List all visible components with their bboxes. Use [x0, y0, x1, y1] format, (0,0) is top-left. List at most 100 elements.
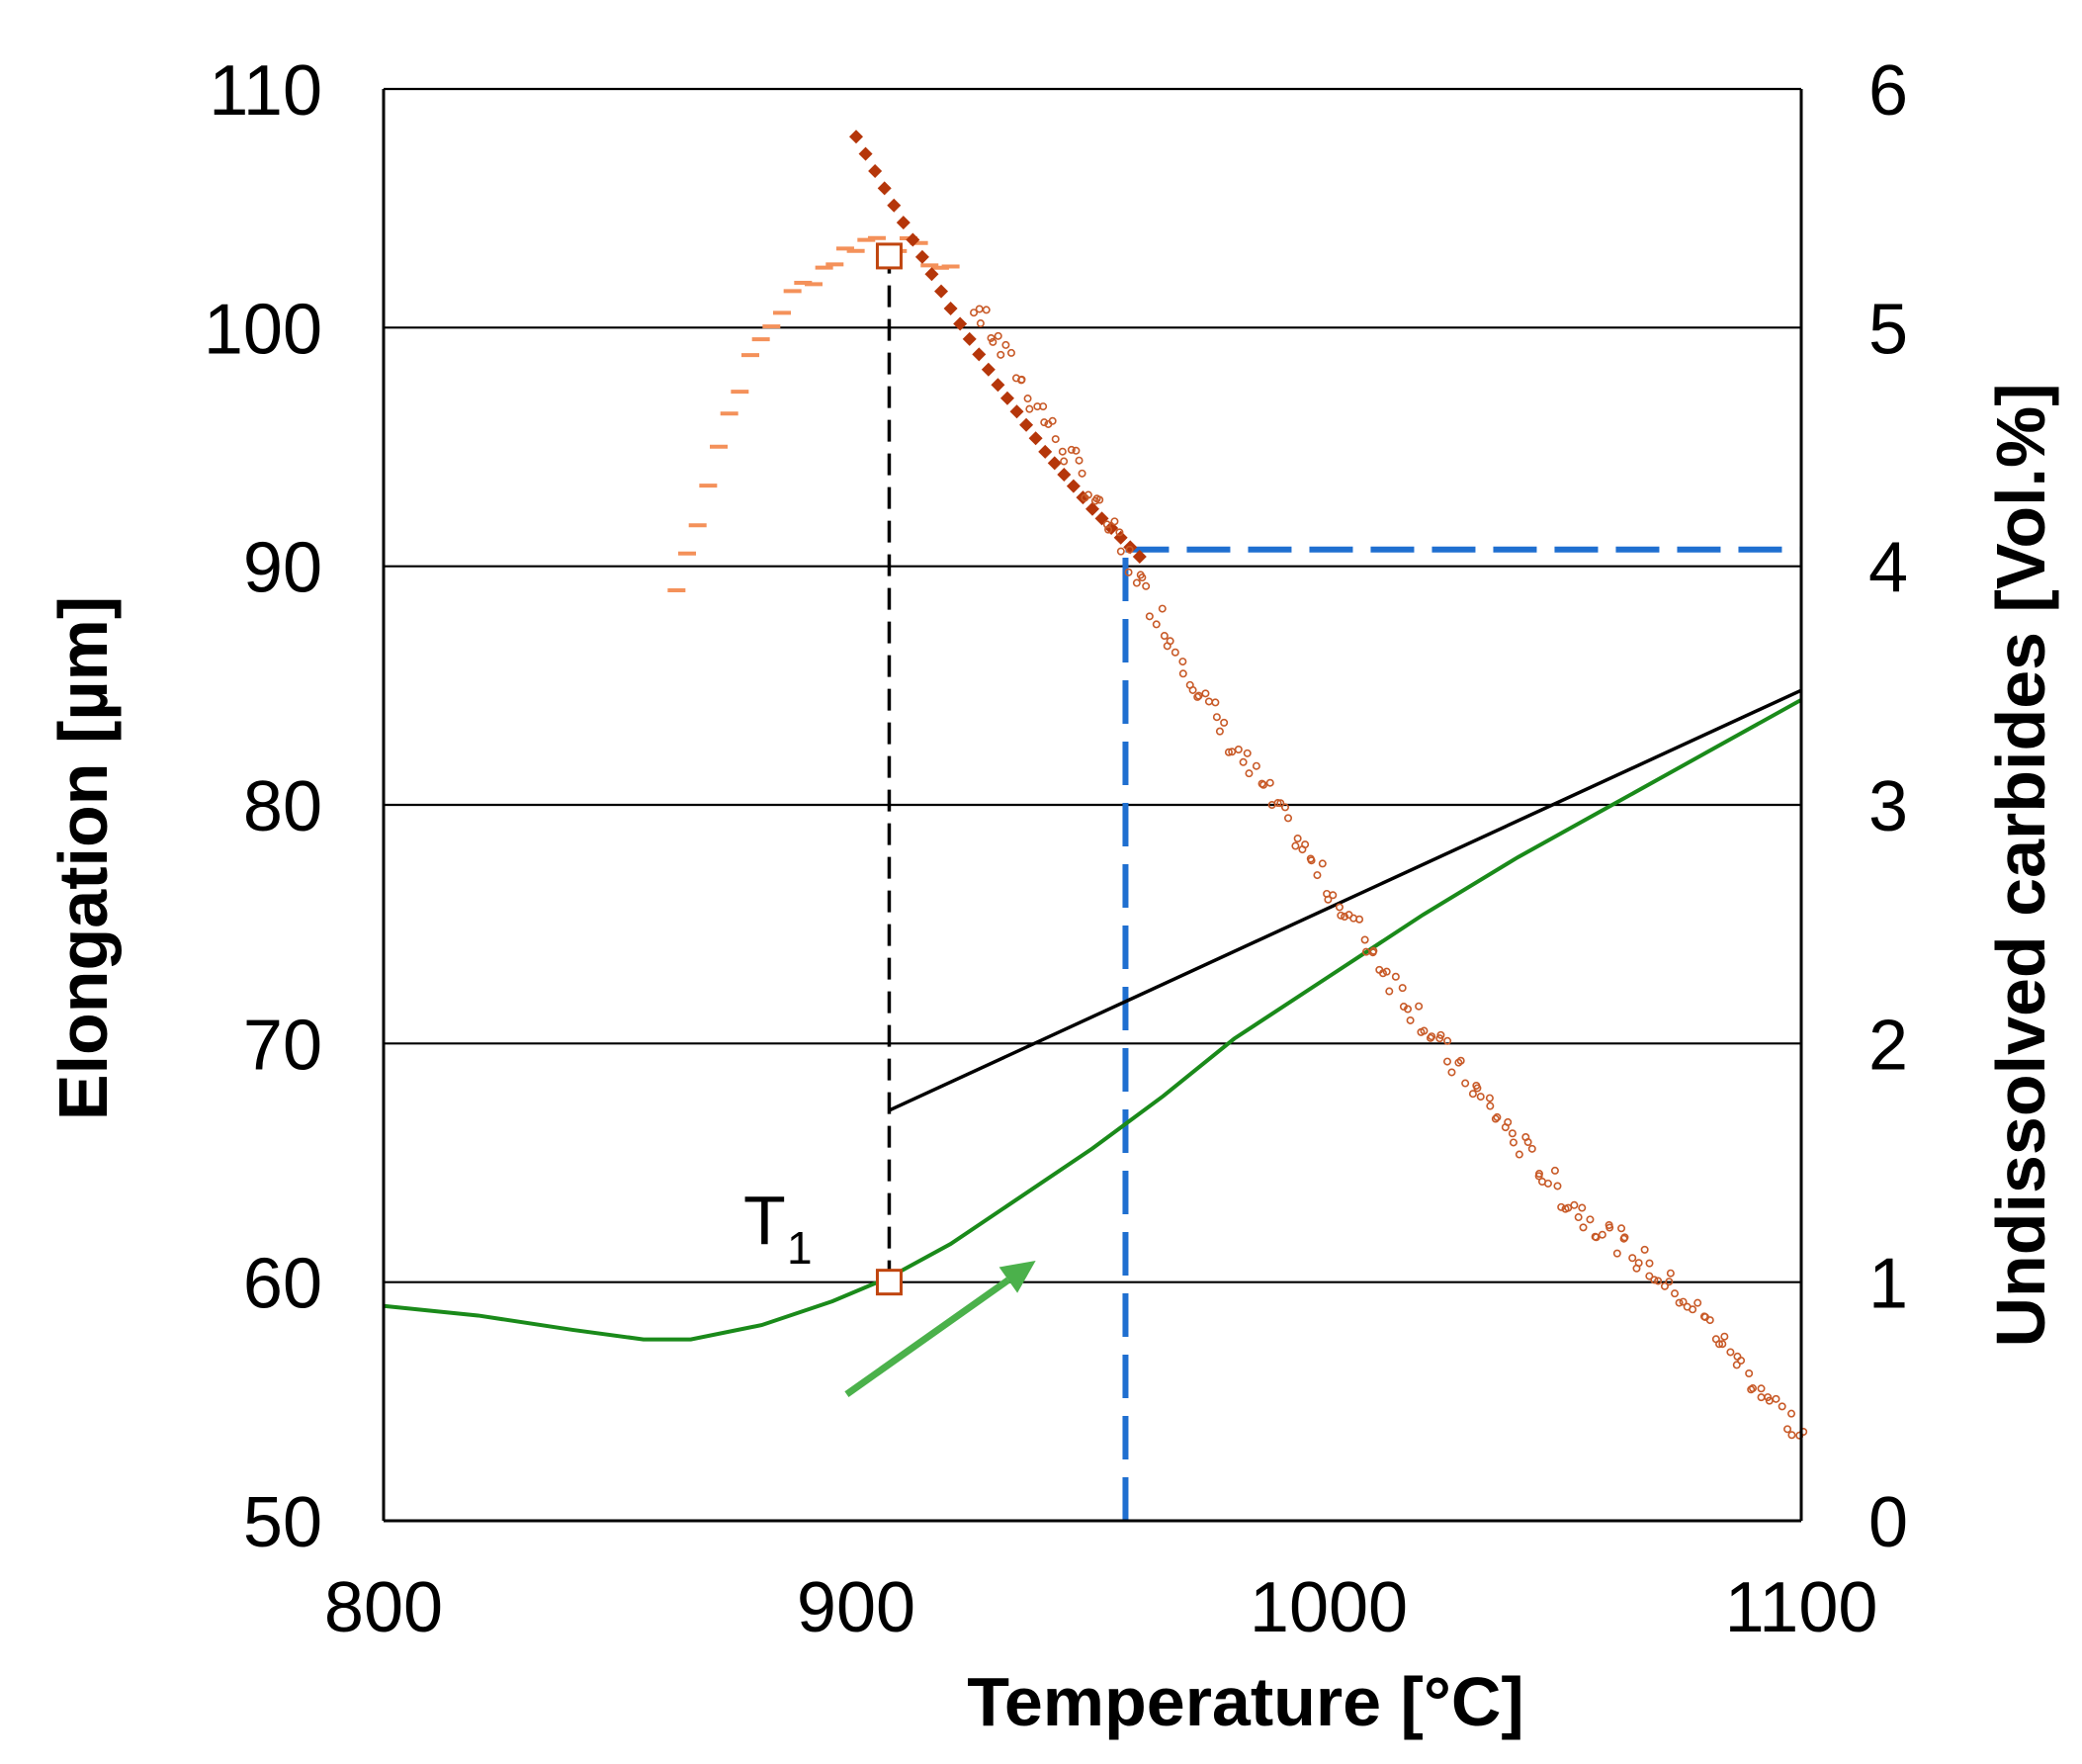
series-4-point-80: [1301, 840, 1310, 849]
series-4-point-37: [1125, 545, 1134, 554]
series-4-point-197: [1787, 1409, 1796, 1418]
series-4-point-140: [1550, 1166, 1559, 1175]
series-4-point-73: [1273, 799, 1282, 808]
axes: [382, 89, 1803, 1523]
square-marker-4: [875, 242, 903, 270]
series-3-point-13: [972, 347, 987, 362]
series-3-point-18: [1019, 417, 1034, 432]
y2-tick-label-2: 2: [1868, 1006, 1908, 1085]
annotation-markers: [844, 242, 1036, 1397]
series-4-point-174: [1689, 1305, 1697, 1314]
series-4-point-35: [1115, 528, 1124, 537]
series-3-point-20: [1038, 444, 1053, 459]
series-4-point-43: [1145, 612, 1154, 621]
series-4-point-106: [1406, 1015, 1415, 1024]
series-4-point-48: [1166, 637, 1174, 646]
series-4-point-31: [1095, 495, 1104, 504]
series-4-point-149: [1586, 1215, 1595, 1224]
series-4-point-62: [1224, 748, 1233, 756]
y2-tick-label-3: 3: [1868, 767, 1908, 846]
series-3-point-23: [1066, 479, 1081, 493]
series-4-point-20: [1051, 435, 1060, 444]
series-4-point-19: [1048, 416, 1057, 425]
series-3-point-6: [906, 232, 920, 247]
series-4-point-13: [1023, 395, 1032, 403]
series-4-point-175: [1693, 1298, 1702, 1307]
series-4-point-182: [1720, 1332, 1729, 1341]
series-3-point-2: [868, 164, 883, 179]
series-4-point-50: [1178, 658, 1187, 666]
y-tick-label-4: 90: [243, 529, 322, 608]
series-4-point-46: [1160, 632, 1169, 641]
series-3-point-0: [849, 130, 863, 144]
series-4-point-156: [1617, 1224, 1626, 1233]
y-axis-title: Elongation [µm]: [44, 596, 122, 1120]
series-4-point-78: [1293, 835, 1302, 843]
series-3-point-5: [896, 216, 911, 230]
series-4-point-70: [1259, 780, 1268, 789]
series-4-point-145: [1570, 1200, 1579, 1209]
series-3-point-25: [1085, 501, 1099, 516]
series-4-point-28: [1084, 490, 1092, 499]
series-4-point-155: [1612, 1249, 1621, 1258]
y-tick-label-6: 110: [209, 51, 322, 131]
series-4-point-45: [1158, 604, 1167, 613]
series-3-point-19: [1028, 431, 1043, 446]
series-3-point-17: [1009, 404, 1024, 419]
series-4-point-130: [1508, 1129, 1517, 1138]
series-4-point-83: [1313, 871, 1322, 880]
series-4-point-168: [1665, 1278, 1674, 1286]
series-4-point-159: [1628, 1254, 1637, 1263]
series-4-point-165: [1650, 1276, 1659, 1284]
series-4-point-2: [976, 319, 985, 328]
square-marker-5: [875, 1269, 903, 1296]
series-4-point-22: [1060, 457, 1069, 466]
t1-label-subscript: 1: [787, 1222, 813, 1274]
series-4-point-34: [1110, 517, 1119, 526]
series-2: [667, 235, 960, 592]
series-4-point-74: [1276, 799, 1285, 808]
series-4-point-126: [1491, 1114, 1500, 1123]
series-4-point-147: [1578, 1203, 1587, 1212]
series-4-point-141: [1553, 1182, 1562, 1191]
series-3-point-15: [991, 378, 1005, 393]
series-4-point-32: [1102, 520, 1111, 529]
series-4-point-51: [1178, 669, 1187, 678]
t1-label: T 1: [743, 1182, 813, 1274]
series-4-point-65: [1239, 757, 1248, 766]
series-3-point-14: [981, 362, 996, 377]
x-tick-label-3: 1100: [1725, 1568, 1878, 1647]
series-4-point-55: [1194, 691, 1203, 700]
y-tick-label-1: 60: [243, 1245, 322, 1324]
series-3-point-16: [999, 391, 1014, 405]
series-4-point-58: [1211, 698, 1220, 707]
series-4-point-25: [1075, 456, 1084, 465]
series-4-point-54: [1193, 692, 1202, 701]
series-3-point-12: [962, 331, 977, 346]
series-4-point-16: [1039, 402, 1048, 411]
series-4-point-9: [1006, 348, 1015, 357]
series-4-point-1: [975, 305, 984, 313]
series-4-point-7: [997, 350, 1005, 359]
series-4-point-57: [1204, 697, 1213, 706]
y2-tick-label-0: 0: [1868, 1483, 1908, 1562]
series-4-point-0: [970, 309, 979, 317]
series-4-point-14: [1025, 404, 1034, 413]
series-4-point-64: [1234, 745, 1243, 753]
series-4-point-102: [1391, 972, 1400, 981]
series-4-point-170: [1671, 1289, 1680, 1298]
series-4-point-195: [1778, 1402, 1786, 1411]
series-4-point-148: [1579, 1223, 1588, 1232]
series-4-point-99: [1378, 969, 1387, 978]
grid-lines: [384, 87, 1801, 1523]
series-0: [383, 698, 1802, 1342]
series-4-point-180: [1715, 1340, 1724, 1349]
series-4-point-164: [1645, 1259, 1654, 1268]
series-4-point-196: [1783, 1425, 1792, 1434]
series-4-point-134: [1523, 1138, 1532, 1147]
series-4-point-184: [1732, 1361, 1741, 1369]
series-4-point-152: [1598, 1230, 1606, 1239]
series-0-line: [383, 698, 1802, 1342]
